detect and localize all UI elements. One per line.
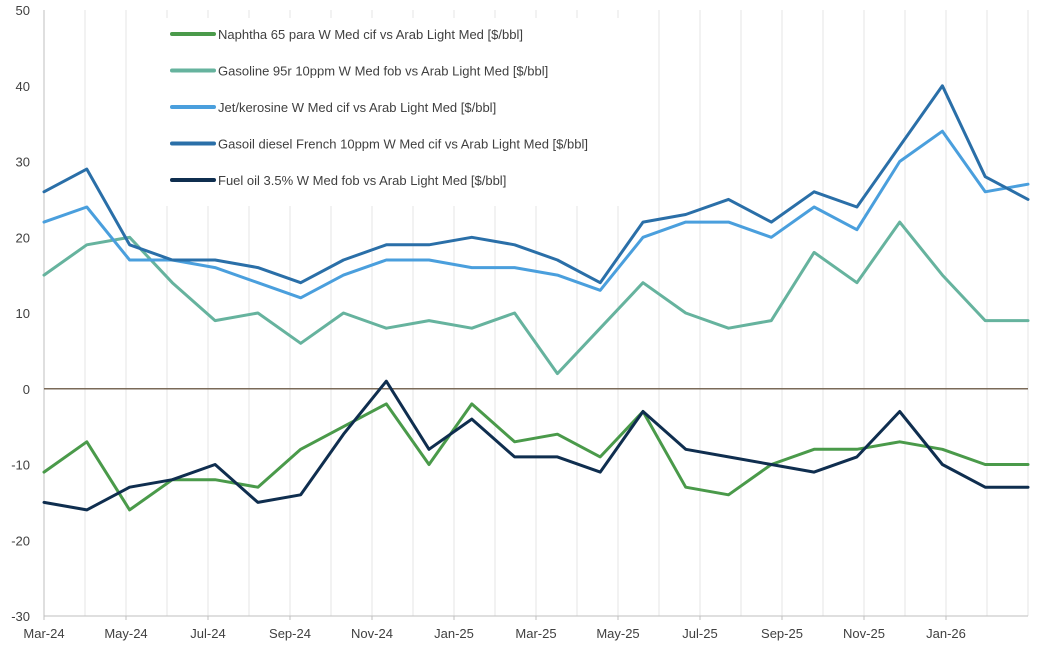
x-tick-label: Sep-24 [269, 626, 311, 641]
x-tick-label: Mar-24 [23, 626, 64, 641]
x-tick-label: Jul-24 [190, 626, 225, 641]
x-tick-label: Jan-26 [926, 626, 966, 641]
legend-background [166, 18, 636, 206]
x-tick-label: Nov-25 [843, 626, 885, 641]
x-tick-label: Jan-25 [434, 626, 474, 641]
x-tick-label: Sep-25 [761, 626, 803, 641]
y-tick-label: -10 [11, 458, 30, 473]
x-tick-label: Nov-24 [351, 626, 393, 641]
y-tick-label: -30 [11, 609, 30, 624]
series-line-3 [42, 129, 1030, 300]
y-tick-label: -20 [11, 533, 30, 548]
legend-entry-1: Naphtha 65 para W Med cif vs Arab Light … [218, 27, 523, 42]
series-line-5 [42, 379, 1030, 512]
legend-entry-4: Gasoil diesel French 10ppm W Med cif vs … [218, 137, 588, 152]
legend-entry-2: Gasoline 95r 10ppm W Med fob vs Arab Lig… [218, 64, 548, 79]
legend-entry-5: Fuel oil 3.5% W Med fob vs Arab Light Me… [218, 173, 506, 188]
y-tick-label: 40 [16, 79, 30, 94]
y-tick-label: 0 [23, 382, 30, 397]
legend-entry-3: Jet/kerosine W Med cif vs Arab Light Med… [218, 100, 496, 115]
x-tick-label: Mar-25 [515, 626, 556, 641]
x-tick-label: May-24 [104, 626, 147, 641]
series-line-4 [42, 84, 1030, 285]
y-tick-label: 30 [16, 155, 30, 170]
x-tick-label: May-25 [596, 626, 639, 641]
y-tick-label: 50 [16, 3, 30, 18]
x-tick-label: Jul-25 [682, 626, 717, 641]
y-tick-label: 10 [16, 306, 30, 321]
y-tick-label: 20 [16, 230, 30, 245]
series-line-2 [42, 220, 1030, 376]
